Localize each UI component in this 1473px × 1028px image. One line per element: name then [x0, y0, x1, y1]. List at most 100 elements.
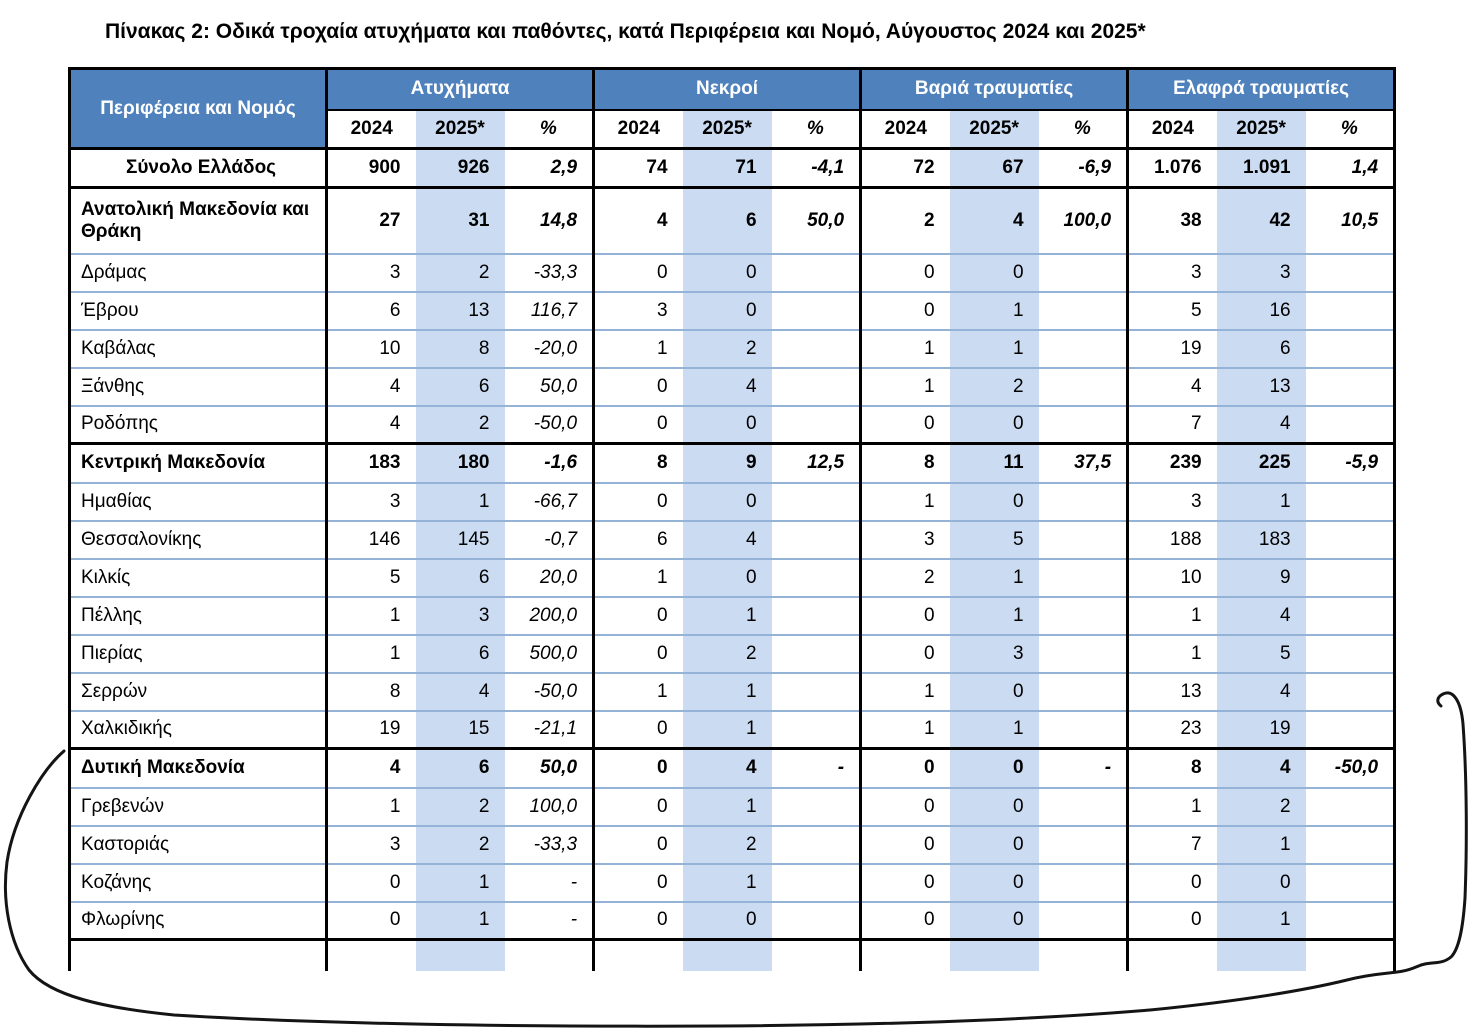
cell: 13 — [1216, 366, 1306, 406]
table-row: Δράμας 3 2 -33,3 0 0 0 0 3 3 — [68, 252, 1397, 292]
sub-header-pct: % — [771, 109, 861, 150]
cell: 2 — [949, 366, 1039, 406]
cell: 0 — [682, 404, 772, 444]
region-column-header: Περιφέρεια και Νομός — [68, 67, 328, 150]
cell: 0 — [325, 900, 416, 940]
table-row: Ημαθίας 3 1 -66,7 0 0 1 0 3 1 — [68, 481, 1397, 521]
cell: 1 — [859, 481, 950, 521]
cell: 1 — [415, 900, 505, 940]
cell: 0 — [859, 290, 950, 330]
cell: 0 — [592, 633, 683, 673]
cell: 10,5 — [1305, 186, 1397, 254]
cell: 0 — [949, 481, 1039, 521]
cell: 1 — [682, 709, 772, 749]
cell: 2 — [1216, 786, 1306, 826]
row-label: Πέλλης — [68, 595, 328, 635]
cell: 0 — [859, 747, 950, 788]
cell — [1216, 938, 1306, 971]
cell: 13 — [415, 290, 505, 330]
row-label: Ανατολική Μακεδονία και Θράκη — [68, 186, 328, 254]
cell — [1305, 328, 1397, 368]
cell — [1305, 862, 1397, 902]
cell: 3 — [415, 595, 505, 635]
cell — [1305, 633, 1397, 673]
cell: 3 — [325, 824, 416, 864]
column-group-header-deaths: Νεκροί — [592, 67, 861, 111]
cell — [771, 328, 861, 368]
cell: -66,7 — [504, 481, 594, 521]
cell: 42 — [1216, 186, 1306, 254]
table-row: Ξάνθης 4 6 50,0 0 4 1 2 4 13 — [68, 366, 1397, 406]
table-row: Φλωρίνης 0 1-0 0 0 0 0 1 — [68, 900, 1397, 940]
sub-header-2025: 2025* — [949, 109, 1039, 150]
cell: 2 — [682, 328, 772, 368]
row-label: Έβρου — [68, 290, 328, 330]
cell: 0 — [949, 404, 1039, 444]
cell: 31 — [415, 186, 505, 254]
cell — [771, 786, 861, 826]
cell — [504, 938, 594, 971]
cell: 0 — [592, 786, 683, 826]
cell — [771, 633, 861, 673]
table-row: Σύνολο Ελλάδος 900 926 2,9 74 71 -4,1 72 67 -6,9 1… — [68, 148, 1397, 188]
cell — [1038, 557, 1128, 597]
cell — [1038, 252, 1128, 292]
cell: 1 — [1126, 786, 1217, 826]
sub-header-2024: 2024 — [592, 109, 683, 150]
group-header-row: Περιφέρεια και Νομός Ατυχήματα Νεκροί Βα… — [68, 67, 1397, 150]
statistics-table-wrap: Περιφέρεια και Νομός Ατυχήματα Νεκροί Βα… — [68, 67, 1397, 971]
cell: 0 — [859, 824, 950, 864]
cell: 100,0 — [1038, 186, 1128, 254]
cell: 16 — [1216, 290, 1306, 330]
cell: 183 — [325, 442, 416, 483]
cell — [1305, 290, 1397, 330]
cell: 2 — [415, 252, 505, 292]
column-group-header-serious-injuries: Βαριά τραυματίες — [859, 67, 1128, 111]
cell — [1305, 366, 1397, 406]
cell: 6 — [325, 290, 416, 330]
cell: 71 — [682, 148, 772, 188]
cell: 1 — [592, 557, 683, 597]
cell — [771, 938, 861, 971]
cell: 900 — [325, 148, 416, 188]
cell: 0 — [859, 595, 950, 635]
cell: 188 — [1126, 519, 1217, 559]
cell: 1.091 — [1216, 148, 1306, 188]
table-row: Χαλκιδικής 19 15 -21,1 0 1 1 1 23 19 — [68, 709, 1397, 749]
cell — [1038, 786, 1128, 826]
cell — [1038, 824, 1128, 864]
cell — [771, 595, 861, 635]
cell: 2 — [859, 557, 950, 597]
cell: 1 — [949, 709, 1039, 749]
cell: 3 — [1126, 481, 1217, 521]
cell: 0 — [592, 824, 683, 864]
cell: 7 — [1126, 824, 1217, 864]
cell: 0 — [682, 290, 772, 330]
cell: -21,1 — [504, 709, 594, 749]
cell: 116,7 — [504, 290, 594, 330]
sub-header-pct: % — [1305, 109, 1397, 150]
cell: 1 — [859, 671, 950, 711]
cell — [1305, 557, 1397, 597]
cell: 50,0 — [771, 186, 861, 254]
row-label: Χαλκιδικής — [68, 709, 328, 749]
cell — [1305, 900, 1397, 940]
cell: 8 — [325, 671, 416, 711]
cell: 5 — [325, 557, 416, 597]
cell — [1305, 938, 1397, 971]
cell: 0 — [949, 671, 1039, 711]
cell: 5 — [949, 519, 1039, 559]
cell: 926 — [415, 148, 505, 188]
cell: 0 — [592, 252, 683, 292]
cell — [1038, 404, 1128, 444]
cell: 4 — [592, 186, 683, 254]
cell: 0 — [859, 252, 950, 292]
cell: 1 — [415, 481, 505, 521]
cell: 0 — [1126, 862, 1217, 902]
table-row: Δυτική Μακεδονία 4 6 50,0 0 4-0 0-8 4 -50,0 — [68, 747, 1397, 788]
cell — [1038, 671, 1128, 711]
cell: 10 — [1126, 557, 1217, 597]
cell: 0 — [1126, 900, 1217, 940]
cell: 0 — [1216, 862, 1306, 902]
cell: - — [1038, 747, 1128, 788]
